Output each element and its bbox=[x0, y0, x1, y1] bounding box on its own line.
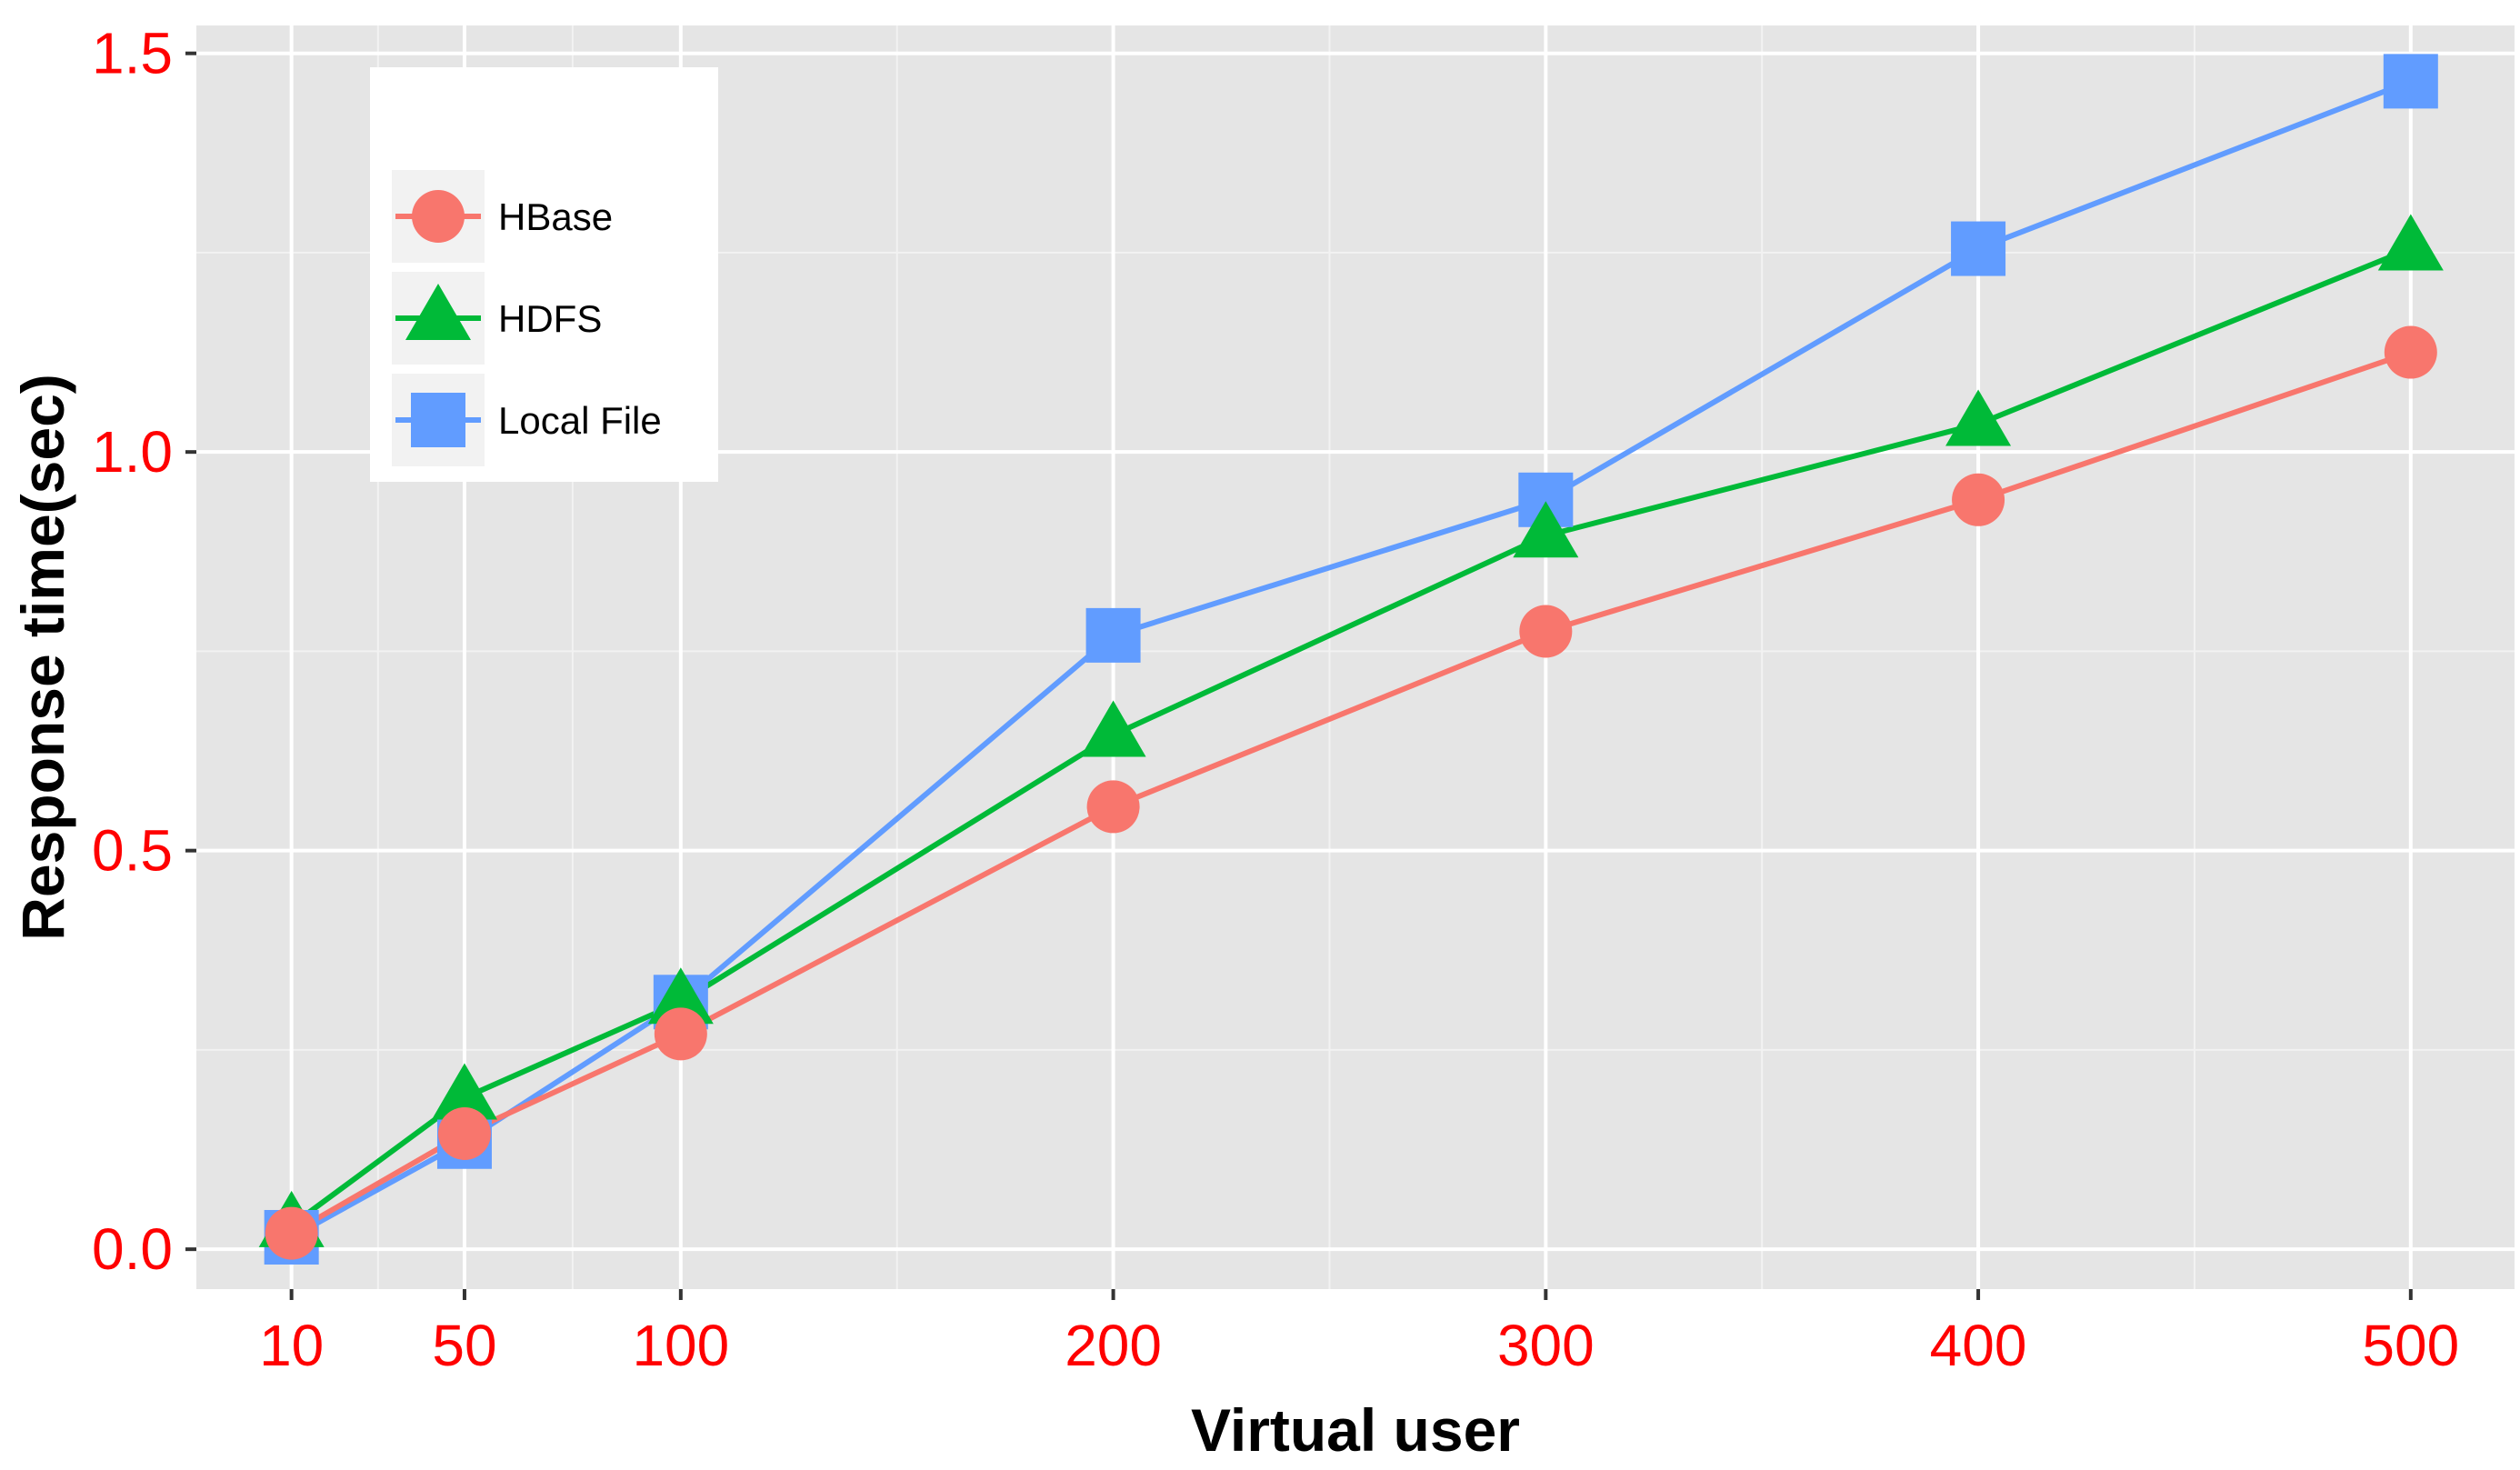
data-point-hdfs bbox=[1513, 501, 1579, 558]
y-tick-label: 0.5 bbox=[92, 818, 173, 884]
data-point-local-file bbox=[2383, 54, 2438, 109]
data-point-hbase bbox=[1519, 605, 1573, 658]
data-point-hdfs bbox=[431, 1063, 497, 1120]
data-point-hbase bbox=[2384, 325, 2437, 379]
data-point-hdfs bbox=[647, 967, 714, 1025]
y-tick-label: 1.5 bbox=[92, 21, 173, 86]
x-axis-ticks: 10 50 100 200 300 400 500 bbox=[259, 1289, 2459, 1378]
data-point-local-file bbox=[1085, 607, 1141, 663]
x-tick-label: 100 bbox=[632, 1313, 729, 1378]
data-point-hbase bbox=[1086, 780, 1140, 834]
x-tick-label: 200 bbox=[1065, 1313, 1162, 1378]
legend-key-circle-icon bbox=[412, 190, 465, 243]
data-point-hdfs bbox=[1945, 389, 2012, 446]
legend-label-hbase: HBase bbox=[498, 195, 613, 238]
data-point-hbase bbox=[437, 1106, 491, 1160]
legend-label-hdfs: HDFS bbox=[498, 297, 602, 340]
y-tick-label: 0.0 bbox=[92, 1216, 173, 1282]
data-point-hdfs bbox=[2377, 214, 2444, 271]
legend-key-triangle-icon bbox=[405, 284, 471, 340]
legend: HBase HDFS Local File bbox=[370, 67, 718, 482]
data-point-hbase bbox=[265, 1206, 318, 1260]
x-tick-label: 500 bbox=[2362, 1313, 2459, 1378]
data-point-local-file bbox=[1951, 221, 2006, 276]
data-point-hbase bbox=[1952, 473, 2005, 526]
x-tick-label: 10 bbox=[259, 1313, 324, 1378]
x-tick-label: 400 bbox=[1930, 1313, 2027, 1378]
y-axis-ticks: 0.0 0.5 1.0 1.5 bbox=[92, 21, 196, 1282]
data-point-hdfs bbox=[1080, 700, 1146, 757]
y-axis-title: Response time(sec) bbox=[9, 374, 76, 941]
x-axis-title: Virtual user bbox=[1191, 1396, 1520, 1464]
series-layer bbox=[258, 54, 2444, 1265]
legend-key-square-icon bbox=[411, 393, 465, 447]
x-tick-label: 50 bbox=[432, 1313, 496, 1378]
y-tick-label: 1.0 bbox=[92, 419, 173, 485]
x-tick-label: 300 bbox=[1497, 1313, 1595, 1378]
data-point-hbase bbox=[654, 1007, 707, 1061]
legend-label-local-file: Local File bbox=[498, 399, 662, 442]
